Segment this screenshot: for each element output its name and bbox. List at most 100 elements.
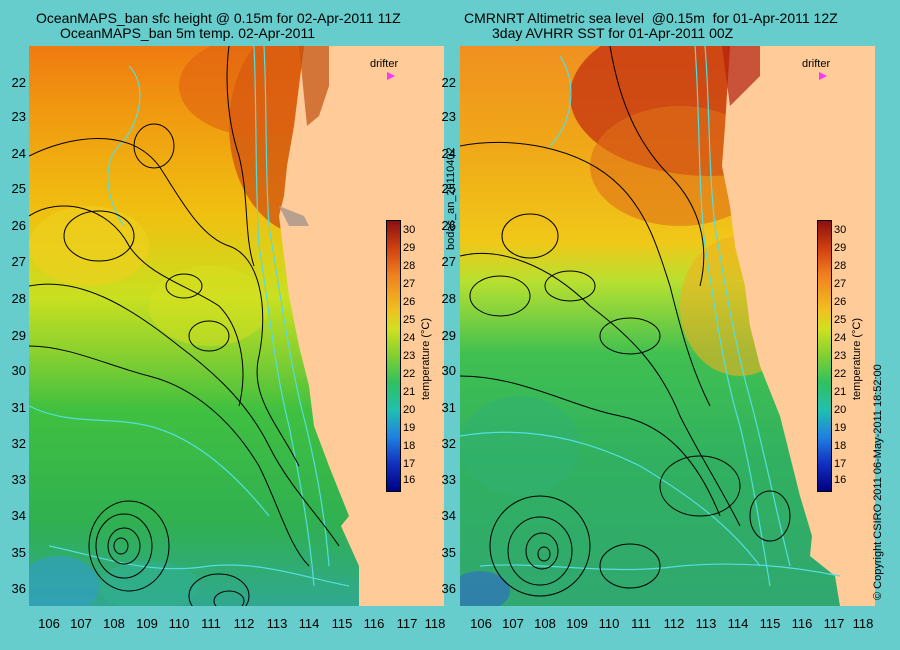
y-tick: 26: [441, 218, 456, 233]
x-tick: 113: [695, 616, 717, 631]
y-tick: 27: [11, 254, 26, 269]
colorbar-tick: 23: [834, 350, 847, 362]
y-tick: 22: [441, 75, 456, 90]
y-tick: 30: [441, 363, 456, 378]
sea-level-contours: [460, 46, 791, 597]
y-tick: 36: [441, 581, 456, 596]
y-tick: 34: [441, 508, 456, 523]
left-map-svg: [29, 46, 444, 606]
x-tick: 115: [331, 616, 353, 631]
x-tick: 110: [168, 616, 190, 631]
land-mass: [279, 46, 444, 606]
left-colorbar-title: temperature (°C): [420, 317, 432, 400]
colorbar-tick: 18: [834, 440, 847, 452]
y-tick: 31: [441, 400, 456, 415]
y-tick: 36: [11, 581, 26, 596]
y-tick: 27: [441, 254, 456, 269]
drifter-marker-icon: [387, 72, 395, 80]
left-title-line1: OceanMAPS_ban sfc height @ 0.15m for 02-…: [36, 10, 401, 26]
colorbar-tick: 30: [403, 224, 416, 236]
right-colorbar: [817, 220, 832, 492]
x-tick: 106: [38, 616, 60, 631]
y-tick: 35: [11, 545, 26, 560]
drifter-label: drifter: [370, 58, 399, 70]
y-tick: 35: [441, 545, 456, 560]
y-tick: 33: [11, 472, 26, 487]
colorbar-tick: 25: [834, 314, 847, 326]
colorbar-tick: 30: [834, 224, 847, 236]
x-tick: 107: [70, 616, 92, 631]
x-tick: 109: [136, 616, 158, 631]
isobaths: [460, 46, 841, 587]
left-map-panel: [29, 46, 444, 606]
x-tick: 111: [201, 616, 221, 631]
colorbar-tick: 23: [403, 350, 416, 362]
y-tick: 24: [441, 146, 456, 161]
colorbar-tick: 29: [403, 242, 416, 254]
y-tick: 31: [11, 400, 26, 415]
colorbar-tick: 25: [403, 314, 416, 326]
y-tick: 23: [11, 109, 26, 124]
sea-level-contours: [29, 46, 340, 606]
colorbar-tick: 17: [834, 458, 847, 470]
right-map-panel: [460, 46, 875, 606]
x-tick: 114: [727, 616, 749, 631]
x-tick: 116: [363, 616, 385, 631]
y-tick: 28: [11, 291, 26, 306]
drifter-label: drifter: [802, 58, 831, 70]
colorbar-tick: 27: [834, 278, 847, 290]
isobaths: [29, 46, 350, 587]
x-tick: 112: [663, 616, 685, 631]
x-tick: 117: [823, 616, 845, 631]
x-tick: 116: [791, 616, 813, 631]
x-tick: 110: [598, 616, 620, 631]
colorbar-tick: 20: [834, 404, 847, 416]
x-tick: 107: [502, 616, 524, 631]
run-id-label: bodas_an_20110402: [445, 147, 457, 250]
colorbar-tick: 18: [403, 440, 416, 452]
y-tick: 28: [441, 291, 456, 306]
colorbar-tick: 28: [834, 260, 847, 272]
drifter-marker-icon: [819, 72, 827, 80]
x-tick: 109: [566, 616, 588, 631]
right-map-svg: [460, 46, 875, 606]
land-mass: [722, 46, 875, 606]
left-colorbar: [386, 220, 401, 492]
x-tick: 115: [759, 616, 781, 631]
colorbar-tick: 22: [403, 368, 416, 380]
x-tick: 113: [266, 616, 288, 631]
y-tick: 22: [11, 75, 26, 90]
colorbar-tick: 24: [834, 332, 847, 344]
y-tick: 34: [11, 508, 26, 523]
colorbar-tick: 16: [834, 474, 847, 486]
colorbar-tick: 21: [834, 386, 847, 398]
x-tick: 108: [534, 616, 556, 631]
x-tick: 106: [470, 616, 492, 631]
colorbar-tick: 28: [403, 260, 416, 272]
y-tick: 33: [441, 472, 456, 487]
x-tick: 118: [852, 616, 874, 631]
right-colorbar-title: temperature (°C): [851, 317, 863, 400]
x-tick: 111: [631, 616, 651, 631]
colorbar-tick: 24: [403, 332, 416, 344]
y-tick: 32: [11, 436, 26, 451]
y-tick: 29: [11, 328, 26, 343]
colorbar-tick: 20: [403, 404, 416, 416]
x-tick: 108: [103, 616, 125, 631]
right-title-line2: 3day AVHRR SST for 01-Apr-2011 00Z: [492, 25, 734, 41]
x-tick: 117: [396, 616, 418, 631]
colorbar-tick: 21: [403, 386, 416, 398]
x-tick: 114: [298, 616, 320, 631]
y-tick: 32: [441, 436, 456, 451]
y-tick: 24: [11, 146, 26, 161]
copyright-label: © Copyright CSIRO 2011 06-May-2011 18:52…: [872, 364, 884, 600]
colorbar-tick: 26: [834, 296, 847, 308]
colorbar-tick: 27: [403, 278, 416, 290]
colorbar-tick: 19: [403, 422, 416, 434]
colorbar-tick: 22: [834, 368, 847, 380]
y-tick: 29: [441, 328, 456, 343]
left-title-line2: OceanMAPS_ban 5m temp. 02-Apr-2011: [60, 25, 315, 41]
y-tick: 25: [11, 181, 26, 196]
y-tick: 23: [441, 109, 456, 124]
colorbar-tick: 16: [403, 474, 416, 486]
